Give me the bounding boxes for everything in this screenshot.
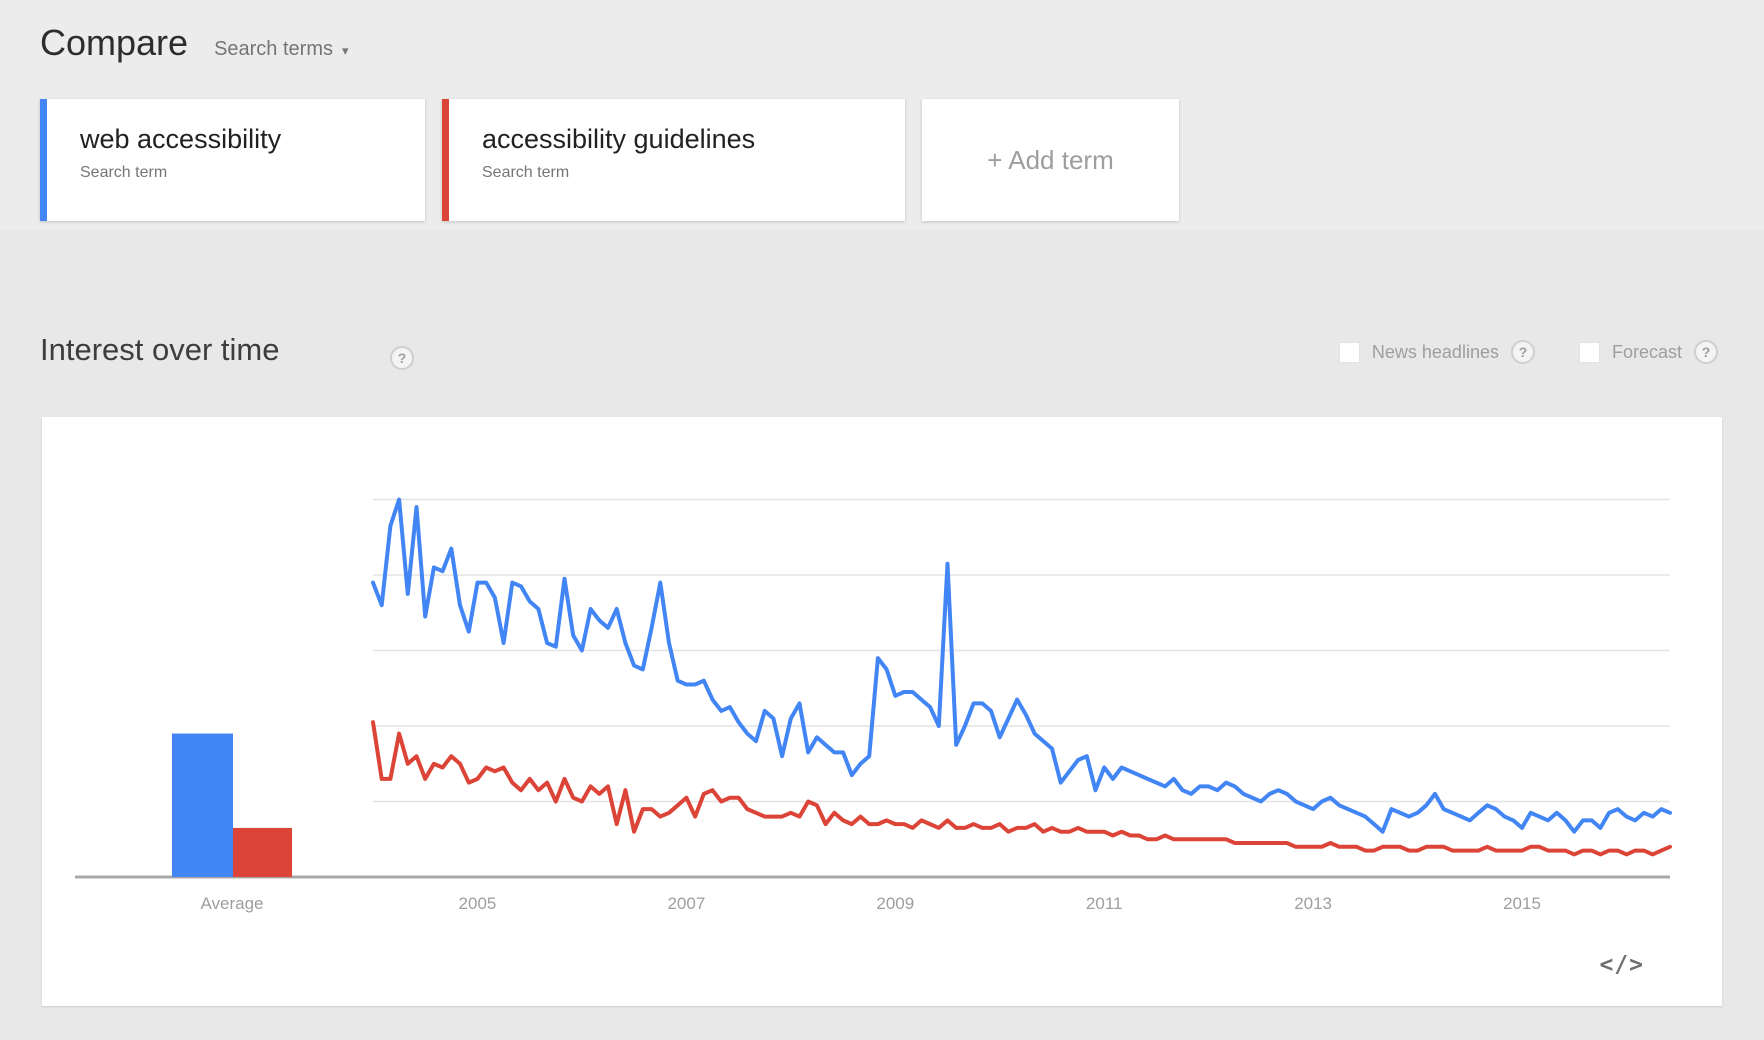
term-color-strip-red [442,99,449,221]
svg-text:2015: 2015 [1503,894,1541,913]
page-title: Compare [40,22,189,63]
chevron-down-icon: ▾ [342,42,349,58]
svg-text:2011: 2011 [1086,894,1123,913]
section-title: Interest over time [40,332,280,367]
svg-text:2009: 2009 [876,894,914,913]
embed-code-icon[interactable]: </> [1599,952,1644,978]
help-icon[interactable]: ? [1694,340,1718,364]
term-type-label: Search term [482,163,570,181]
term-label: web accessibility [80,124,282,154]
chart-panel: Average 2005 2007 2009 2011 2013 2015 </> [42,417,1722,1006]
forecast-checkbox[interactable] [1578,341,1600,363]
help-icon[interactable]: ? [1510,340,1535,364]
term-card-accessibility-guidelines[interactable]: accessibility guidelines Search term [442,99,905,221]
terms-row: web accessibility Search term accessibil… [40,99,1179,221]
add-term-label: + Add term [987,144,1114,175]
svg-text:2007: 2007 [667,894,705,913]
term-label: accessibility guidelines [482,124,756,154]
help-icon[interactable]: ? [390,346,414,370]
chart-options: News headlines ? Forecast ? [1338,340,1718,364]
add-term-button[interactable]: + Add term [922,99,1179,221]
svg-text:2013: 2013 [1294,894,1332,913]
news-headlines-checkbox[interactable] [1338,341,1360,363]
svg-text:2005: 2005 [459,894,497,913]
term-type-label: Search term [80,163,168,181]
svg-text:Average: Average [200,894,263,913]
search-terms-dropdown-label: Search terms [214,38,333,60]
news-headlines-label: News headlines [1371,341,1499,362]
term-card-web-accessibility[interactable]: web accessibility Search term [40,99,425,221]
interest-over-time-chart: Average 2005 2007 2009 2011 2013 2015 [75,497,1672,913]
forecast-label: Forecast [1611,341,1682,362]
term-color-strip-blue [40,99,47,221]
search-terms-dropdown[interactable]: Search terms ▾ [214,38,348,61]
compare-header: Compare Search terms ▾ [40,22,349,64]
